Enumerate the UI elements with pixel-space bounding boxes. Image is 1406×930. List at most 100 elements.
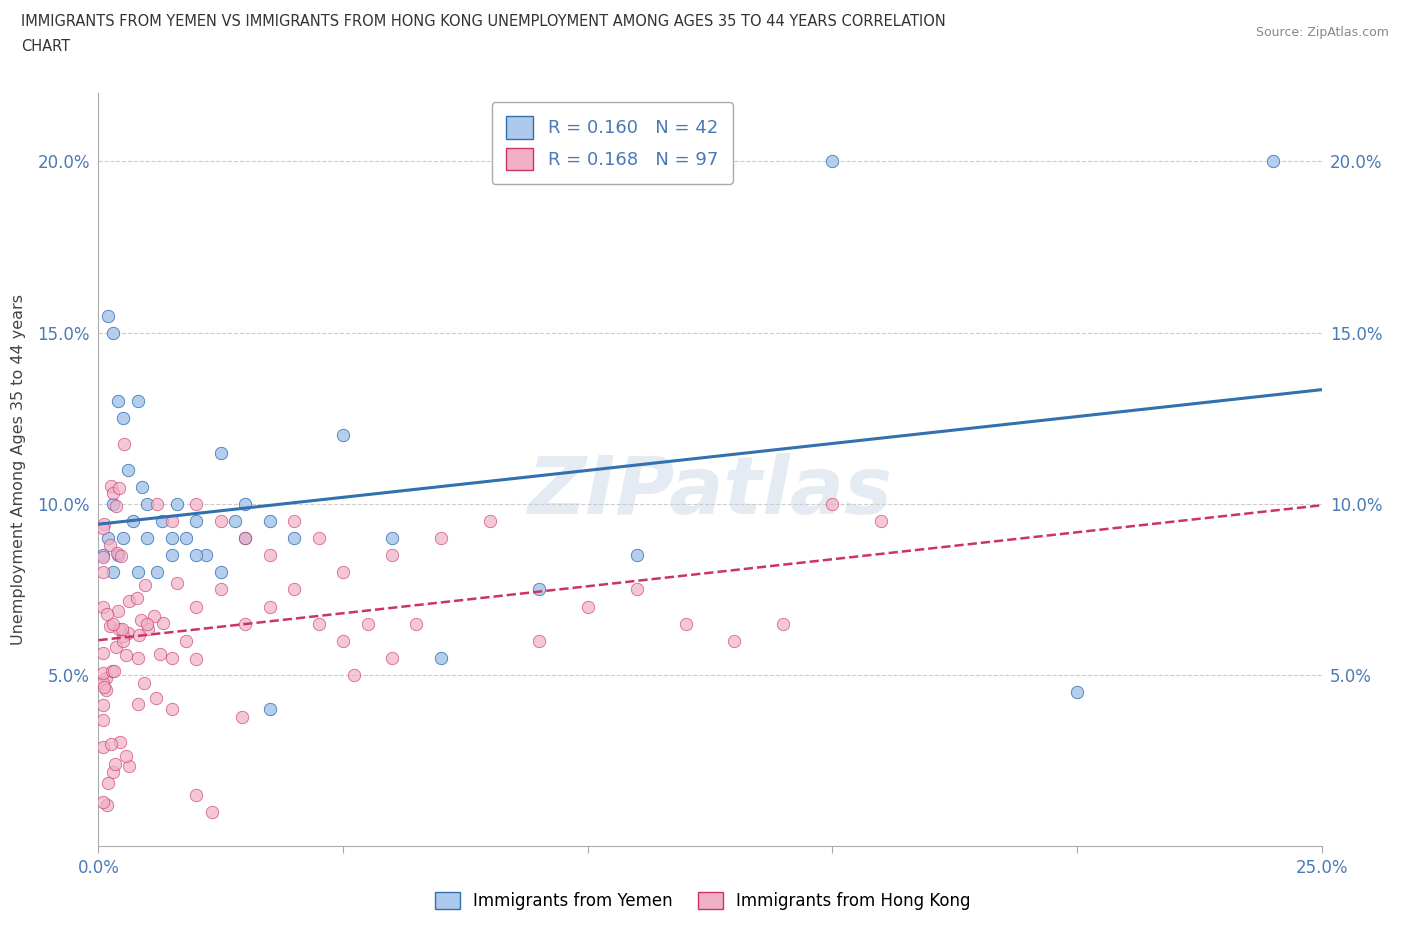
Point — [166, 576, 188, 591]
Point — [107, 393, 129, 408]
Point — [160, 531, 183, 546]
Point — [127, 565, 149, 579]
Point — [111, 629, 134, 644]
Point — [101, 326, 124, 340]
Point — [233, 617, 256, 631]
Point — [478, 513, 501, 528]
Point — [176, 633, 198, 648]
Point — [101, 485, 124, 500]
Point — [127, 697, 149, 711]
Point — [103, 663, 125, 678]
Point — [117, 626, 139, 641]
Point — [381, 531, 404, 546]
Point — [209, 513, 232, 528]
Point — [259, 548, 281, 563]
Point — [127, 651, 149, 666]
Point — [107, 622, 129, 637]
Point — [233, 497, 256, 512]
Point — [186, 599, 208, 614]
Point — [186, 513, 208, 528]
Point — [527, 633, 550, 648]
Point — [146, 565, 169, 579]
Point — [91, 550, 114, 565]
Point — [111, 633, 134, 648]
Point — [343, 668, 366, 683]
Point — [101, 565, 124, 579]
Point — [91, 795, 114, 810]
Point — [283, 513, 305, 528]
Point — [150, 513, 173, 528]
Point — [91, 676, 114, 691]
Point — [98, 538, 121, 552]
Point — [160, 548, 183, 563]
Point — [259, 599, 281, 614]
Point — [129, 612, 152, 627]
Point — [91, 698, 114, 712]
Point — [108, 735, 131, 750]
Point — [100, 618, 122, 633]
Point — [870, 513, 893, 528]
Point — [626, 548, 648, 563]
Point — [1261, 154, 1284, 169]
Point — [231, 711, 253, 725]
Point — [93, 517, 115, 532]
Point — [675, 617, 697, 631]
Point — [128, 628, 150, 643]
Point — [91, 520, 114, 535]
Point — [356, 617, 378, 631]
Point — [112, 436, 135, 451]
Point — [115, 648, 138, 663]
Point — [332, 565, 354, 579]
Point — [100, 737, 122, 751]
Point — [821, 154, 844, 169]
Point — [121, 513, 143, 528]
Point — [160, 651, 183, 666]
Point — [381, 548, 404, 563]
Point — [97, 776, 120, 790]
Point — [97, 308, 120, 323]
Point — [94, 671, 117, 685]
Point — [233, 531, 256, 546]
Point — [91, 645, 114, 660]
Point — [224, 513, 246, 528]
Point — [233, 531, 256, 546]
Point — [91, 712, 114, 727]
Point — [125, 591, 148, 605]
Point — [104, 498, 127, 513]
Point — [259, 702, 281, 717]
Point — [430, 531, 453, 546]
Point — [723, 633, 745, 648]
Point — [772, 617, 794, 631]
Point — [145, 691, 167, 706]
Point — [101, 664, 124, 679]
Point — [108, 481, 131, 496]
Point — [201, 804, 224, 819]
Point — [136, 531, 159, 546]
Point — [96, 606, 118, 621]
Point — [107, 604, 129, 618]
Point — [430, 651, 453, 666]
Point — [166, 497, 188, 512]
Point — [93, 680, 115, 695]
Point — [132, 676, 155, 691]
Point — [101, 617, 124, 631]
Point — [94, 682, 117, 697]
Point — [176, 531, 198, 546]
Point — [209, 565, 232, 579]
Point — [626, 582, 648, 597]
Legend: Immigrants from Yemen, Immigrants from Hong Kong: Immigrants from Yemen, Immigrants from H… — [429, 885, 977, 917]
Y-axis label: Unemployment Among Ages 35 to 44 years: Unemployment Among Ages 35 to 44 years — [11, 294, 27, 645]
Point — [136, 617, 159, 631]
Text: IMMIGRANTS FROM YEMEN VS IMMIGRANTS FROM HONG KONG UNEMPLOYMENT AMONG AGES 35 TO: IMMIGRANTS FROM YEMEN VS IMMIGRANTS FROM… — [21, 14, 946, 29]
Point — [146, 497, 169, 512]
Point — [114, 749, 136, 764]
Point — [162, 702, 184, 717]
Point — [308, 531, 330, 546]
Point — [110, 621, 132, 636]
Point — [118, 759, 141, 774]
Text: Source: ZipAtlas.com: Source: ZipAtlas.com — [1256, 26, 1389, 39]
Point — [527, 582, 550, 597]
Point — [127, 393, 149, 408]
Point — [283, 582, 305, 597]
Point — [91, 739, 114, 754]
